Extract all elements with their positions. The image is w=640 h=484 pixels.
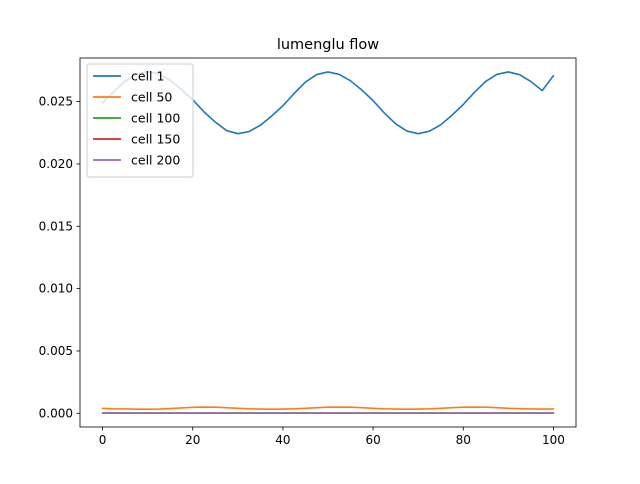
x-tick-label: 0 <box>99 433 107 447</box>
plot-area-frame <box>79 57 577 428</box>
legend-box <box>86 63 194 178</box>
legend-label: cell 150 <box>131 132 180 147</box>
x-tick-label: 40 <box>275 433 290 447</box>
legend-label: cell 1 <box>131 69 164 84</box>
legend-label: cell 200 <box>131 153 180 168</box>
x-tick-label: 100 <box>542 433 565 447</box>
legend: cell 1 cell 50 cell 100 cell 150 cell 200 <box>86 63 194 178</box>
x-tick-label: 20 <box>185 433 200 447</box>
series-line-cell-50 <box>101 406 555 410</box>
x-tick-label: 60 <box>365 433 380 447</box>
y-tick-label: 0.010 <box>39 282 73 296</box>
y-tick-label: 0.020 <box>39 157 73 171</box>
chart-title: lumenglu flow <box>277 37 379 53</box>
legend-label: cell 50 <box>131 90 172 105</box>
x-tick-label: 80 <box>456 433 471 447</box>
y-tick-label: 0.000 <box>39 406 73 420</box>
y-tick-label: 0.005 <box>39 344 73 358</box>
axis-ticks: 0 20 40 60 80 100 0.000 0.005 0.010 0.015 0.020 0.0… <box>39 95 565 447</box>
y-tick-label: 0.015 <box>39 219 73 233</box>
legend-label: cell 100 <box>131 111 180 126</box>
y-tick-label: 0.025 <box>39 95 73 109</box>
